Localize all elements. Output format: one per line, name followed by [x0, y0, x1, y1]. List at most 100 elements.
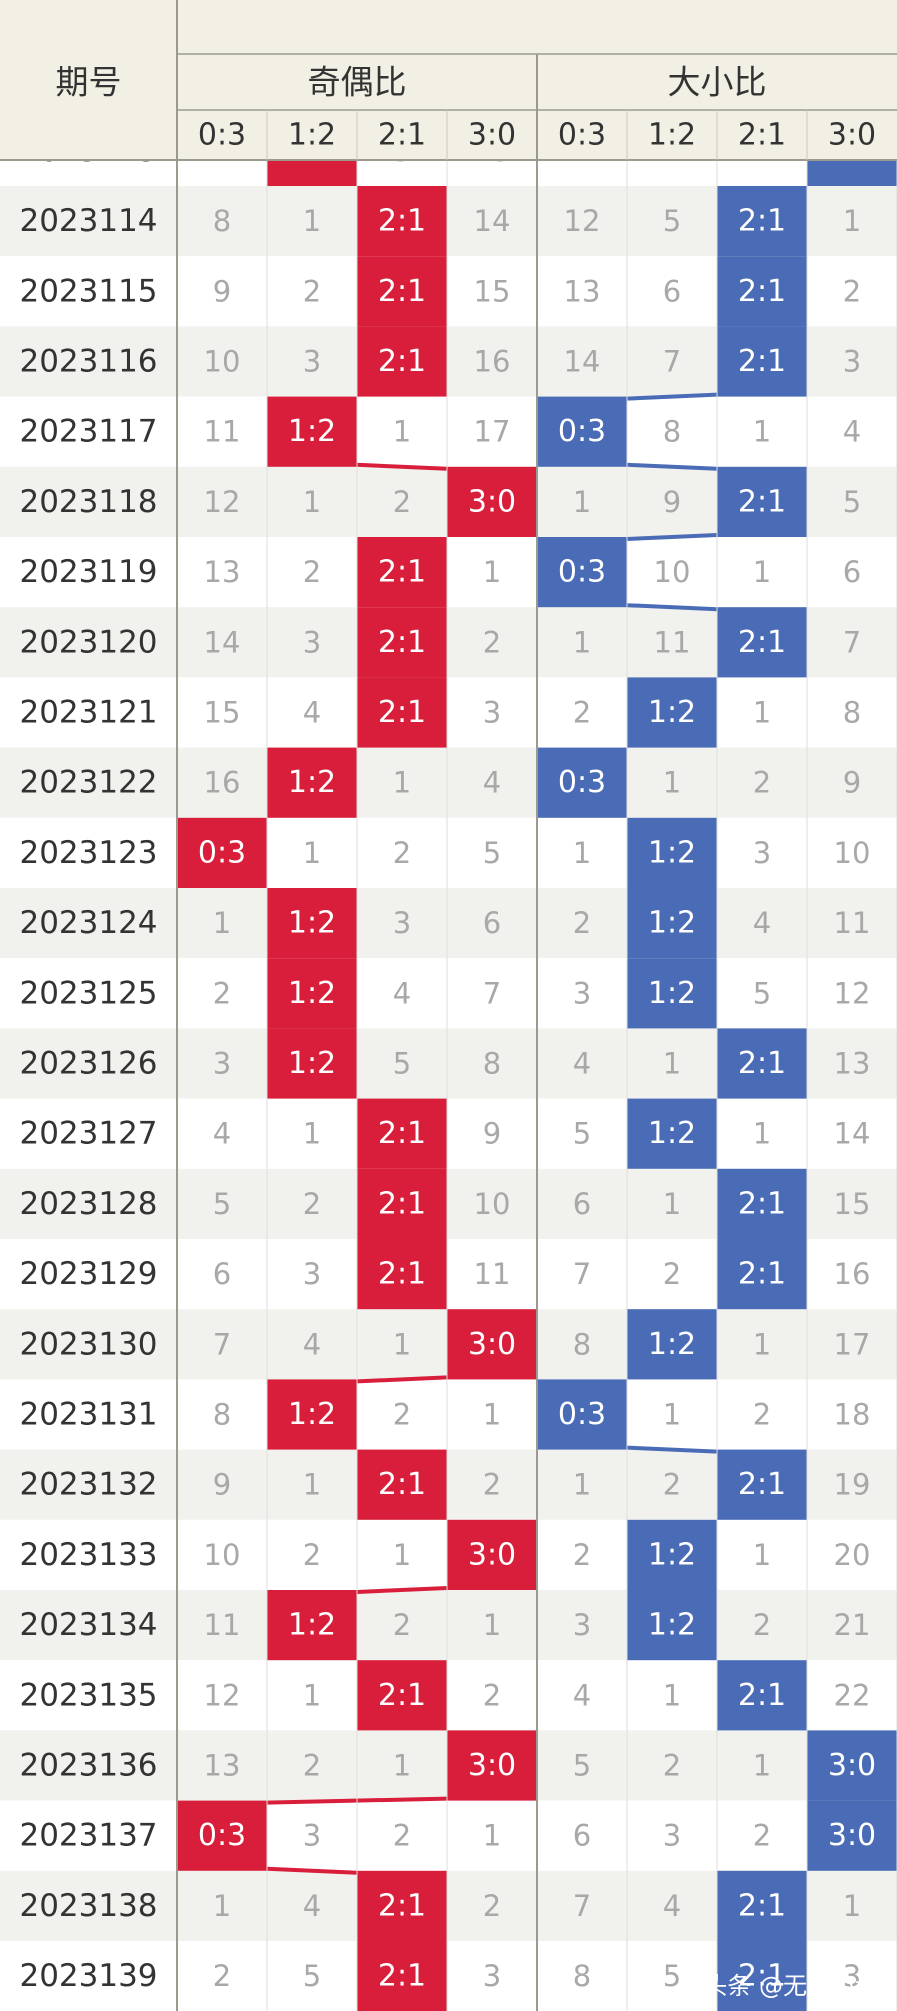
- table-body: 202311371:231311413:02023114812:1141252:…: [0, 115, 897, 2011]
- trend-connector: [627, 533, 717, 541]
- odd-even-miss-count: 1: [483, 1398, 501, 1432]
- row-background: [0, 396, 897, 467]
- odd-even-hit-cell: [177, 1800, 267, 1871]
- odd-even-miss-count: 3: [483, 1959, 501, 1993]
- ratio-column-header: 2:1: [378, 118, 426, 153]
- odd-even-hit-label: 3:0: [468, 484, 516, 519]
- period-label: 2023138: [19, 1888, 157, 1924]
- odd-even-hit-cell: [357, 1870, 447, 1941]
- odd-even-hit-label: 2:1: [378, 1678, 426, 1713]
- big-small-miss-count: 21: [834, 1608, 871, 1642]
- odd-even-hit-cell: [267, 1379, 357, 1450]
- period-label: 2023122: [19, 765, 157, 801]
- big-small-hit-cell: [627, 958, 717, 1029]
- odd-even-miss-count: 1: [303, 204, 321, 238]
- odd-even-hit-label: 2:1: [378, 1116, 426, 1151]
- odd-even-miss-count: 3: [483, 696, 501, 730]
- trend-connector: [357, 1375, 447, 1384]
- big-small-hit-cell: [717, 256, 807, 327]
- big-small-hit-cell: [627, 1590, 717, 1661]
- big-small-hit-label: 1:2: [648, 976, 696, 1011]
- big-small-miss-count: 4: [843, 415, 861, 449]
- odd-even-miss-count: 5: [303, 1959, 321, 1993]
- big-small-miss-count: 7: [663, 345, 681, 379]
- odd-even-hit-label: 1:2: [288, 765, 336, 800]
- big-small-hit-label: 1:2: [648, 1537, 696, 1572]
- big-small-miss-count: 10: [654, 555, 691, 589]
- odd-even-hit-label: 1:2: [288, 976, 336, 1011]
- odd-even-miss-count: 4: [393, 976, 411, 1010]
- odd-even-hit-cell: [357, 1941, 447, 2011]
- odd-even-hit-cell: [267, 396, 357, 467]
- odd-even-miss-count: 16: [204, 766, 241, 800]
- odd-even-miss-count: 16: [474, 345, 511, 379]
- row-background: [0, 1800, 897, 1871]
- odd-even-miss-count: 2: [483, 1889, 501, 1923]
- big-small-miss-count: 12: [834, 976, 871, 1010]
- big-small-miss-count: 2: [573, 906, 591, 940]
- big-small-miss-count: 2: [573, 696, 591, 730]
- big-small-miss-count: 11: [834, 906, 871, 940]
- big-small-ratio-header: 大小比: [668, 63, 767, 102]
- odd-even-miss-count: 1: [393, 766, 411, 800]
- odd-even-hit-label: 2:1: [378, 695, 426, 730]
- odd-even-hit-label: 2:1: [378, 1257, 426, 1292]
- ratio-column-header: 1:2: [288, 118, 336, 153]
- odd-even-hit-label: 2:1: [378, 204, 426, 239]
- period-label: 2023118: [19, 484, 157, 520]
- big-small-miss-count: 2: [843, 274, 861, 308]
- period-label: 2023137: [19, 1818, 157, 1854]
- odd-even-miss-count: 13: [204, 555, 241, 589]
- big-small-hit-label: 2:1: [738, 344, 786, 379]
- big-small-hit-cell: [717, 1870, 807, 1941]
- odd-even-hit-cell: [357, 1239, 447, 1310]
- period-label: 2023139: [19, 1958, 157, 1994]
- big-small-miss-count: 14: [564, 345, 601, 379]
- odd-even-hit-label: 0:3: [198, 835, 246, 870]
- big-small-miss-count: 1: [753, 1327, 771, 1361]
- big-small-miss-count: 1: [843, 204, 861, 238]
- odd-even-miss-count: 14: [474, 204, 511, 238]
- odd-even-miss-count: 8: [483, 1047, 501, 1081]
- period-label: 2023117: [19, 414, 157, 450]
- big-small-miss-count: 7: [573, 1889, 591, 1923]
- big-small-miss-count: 1: [663, 766, 681, 800]
- ratio-column-header: 2:1: [738, 118, 786, 153]
- period-label: 2023116: [19, 344, 157, 380]
- trend-connector: [627, 392, 717, 401]
- big-small-miss-count: 13: [834, 1047, 871, 1081]
- big-small-miss-count: 4: [753, 906, 771, 940]
- big-small-hit-label: 1:2: [648, 1608, 696, 1643]
- odd-even-miss-count: 15: [204, 696, 241, 730]
- odd-even-hit-cell: [267, 958, 357, 1029]
- row-background: [0, 537, 897, 608]
- big-small-hit-label: 0:3: [558, 414, 606, 449]
- odd-even-hit-cell: [357, 1168, 447, 1239]
- big-small-miss-count: 7: [573, 1257, 591, 1291]
- big-small-hit-label: 2:1: [738, 484, 786, 519]
- odd-even-miss-count: 1: [393, 1327, 411, 1361]
- odd-even-miss-count: 3: [303, 345, 321, 379]
- odd-even-miss-count: 1: [213, 906, 231, 940]
- big-small-miss-count: 5: [753, 976, 771, 1010]
- big-small-miss-count: 9: [843, 766, 861, 800]
- period-label: 2023132: [19, 1467, 157, 1503]
- odd-even-miss-count: 15: [474, 274, 511, 308]
- big-small-miss-count: 2: [663, 1749, 681, 1783]
- trend-connector: [627, 603, 717, 612]
- big-small-miss-count: 8: [843, 696, 861, 730]
- big-small-hit-cell: [627, 1519, 717, 1590]
- period-label: 2023125: [19, 975, 157, 1011]
- odd-even-miss-count: 1: [483, 1608, 501, 1642]
- odd-even-miss-count: 5: [213, 1187, 231, 1221]
- big-small-miss-count: 3: [573, 976, 591, 1010]
- ratio-column-header: 3:0: [828, 118, 876, 153]
- row-background: [0, 747, 897, 818]
- odd-even-miss-count: 2: [303, 274, 321, 308]
- odd-even-miss-count: 2: [303, 1538, 321, 1572]
- odd-even-hit-label: 2:1: [378, 1186, 426, 1221]
- trend-connector: [627, 1445, 717, 1454]
- odd-even-hit-cell: [267, 1028, 357, 1099]
- row-background: [0, 888, 897, 959]
- odd-even-miss-count: 3: [393, 906, 411, 940]
